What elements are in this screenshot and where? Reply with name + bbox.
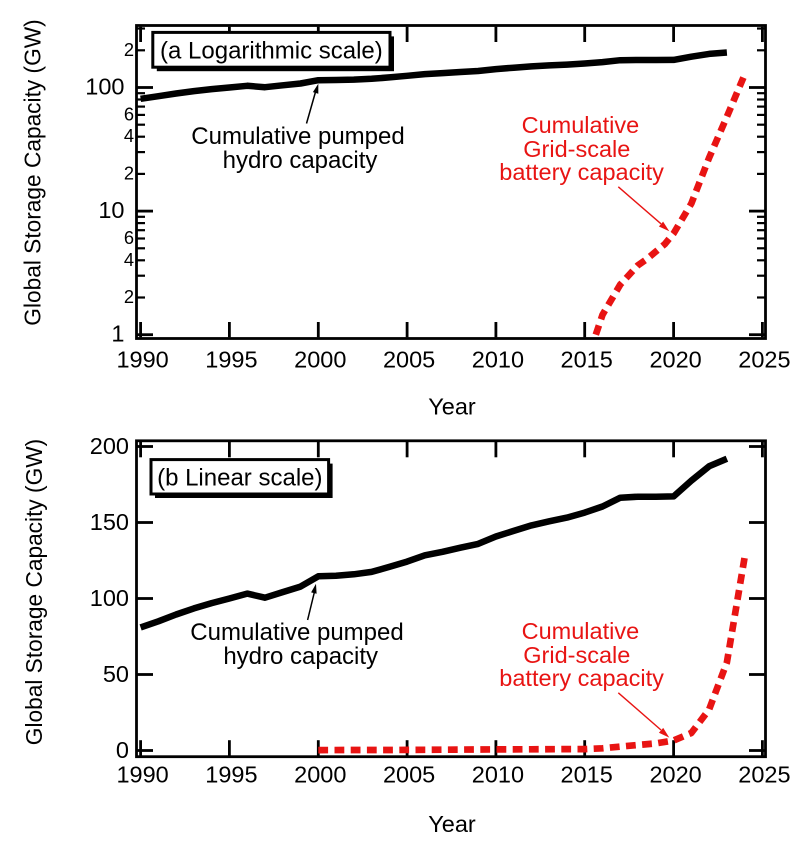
svg-text:0: 0	[116, 737, 129, 763]
svg-text:10: 10	[98, 197, 124, 223]
svg-text:100: 100	[85, 74, 124, 100]
svg-text:2010: 2010	[472, 762, 524, 788]
svg-text:(b Linear scale): (b Linear scale)	[157, 464, 322, 491]
svg-text:2000: 2000	[294, 347, 346, 373]
svg-text:2025: 2025	[738, 347, 790, 373]
svg-text:Grid-scale: Grid-scale	[523, 642, 630, 668]
svg-text:Cumulative pumped: Cumulative pumped	[190, 619, 403, 646]
svg-text:1995: 1995	[205, 347, 257, 373]
svg-text:2005: 2005	[383, 762, 435, 788]
svg-text:Year: Year	[428, 393, 476, 419]
svg-text:2025: 2025	[738, 762, 790, 788]
svg-text:2000: 2000	[294, 762, 346, 788]
svg-text:4: 4	[124, 249, 134, 270]
svg-text:200: 200	[90, 433, 129, 459]
svg-text:1: 1	[111, 321, 124, 347]
svg-text:Global Storage Capacity (GW): Global Storage Capacity (GW)	[21, 439, 47, 745]
svg-text:battery capacity: battery capacity	[499, 665, 664, 691]
svg-text:(a Logarithmic scale): (a Logarithmic scale)	[160, 37, 383, 64]
svg-text:1990: 1990	[116, 762, 168, 788]
svg-text:4: 4	[124, 125, 134, 146]
svg-text:hydro capacity: hydro capacity	[223, 147, 378, 174]
svg-text:2015: 2015	[561, 347, 613, 373]
svg-text:Cumulative: Cumulative	[522, 618, 640, 644]
svg-text:2: 2	[124, 286, 134, 307]
svg-text:2015: 2015	[561, 762, 613, 788]
svg-text:150: 150	[90, 509, 129, 535]
svg-text:Cumulative pumped: Cumulative pumped	[191, 123, 404, 150]
svg-text:2010: 2010	[472, 347, 524, 373]
svg-text:6: 6	[124, 103, 134, 124]
svg-text:50: 50	[103, 661, 129, 687]
svg-text:Grid-scale: Grid-scale	[523, 136, 630, 162]
svg-text:battery capacity: battery capacity	[499, 159, 664, 185]
svg-text:1995: 1995	[205, 762, 257, 788]
svg-text:2: 2	[124, 162, 134, 183]
svg-text:Global Storage Capacity (GW): Global Storage Capacity (GW)	[20, 19, 46, 325]
svg-text:100: 100	[90, 585, 129, 611]
svg-text:2005: 2005	[383, 347, 435, 373]
svg-text:2020: 2020	[649, 762, 701, 788]
svg-text:1990: 1990	[116, 347, 168, 373]
svg-text:Cumulative: Cumulative	[522, 112, 640, 138]
svg-text:2: 2	[124, 39, 134, 60]
svg-text:hydro capacity: hydro capacity	[223, 643, 378, 670]
svg-text:Year: Year	[428, 811, 476, 837]
svg-text:6: 6	[124, 227, 134, 248]
svg-text:2020: 2020	[649, 347, 701, 373]
